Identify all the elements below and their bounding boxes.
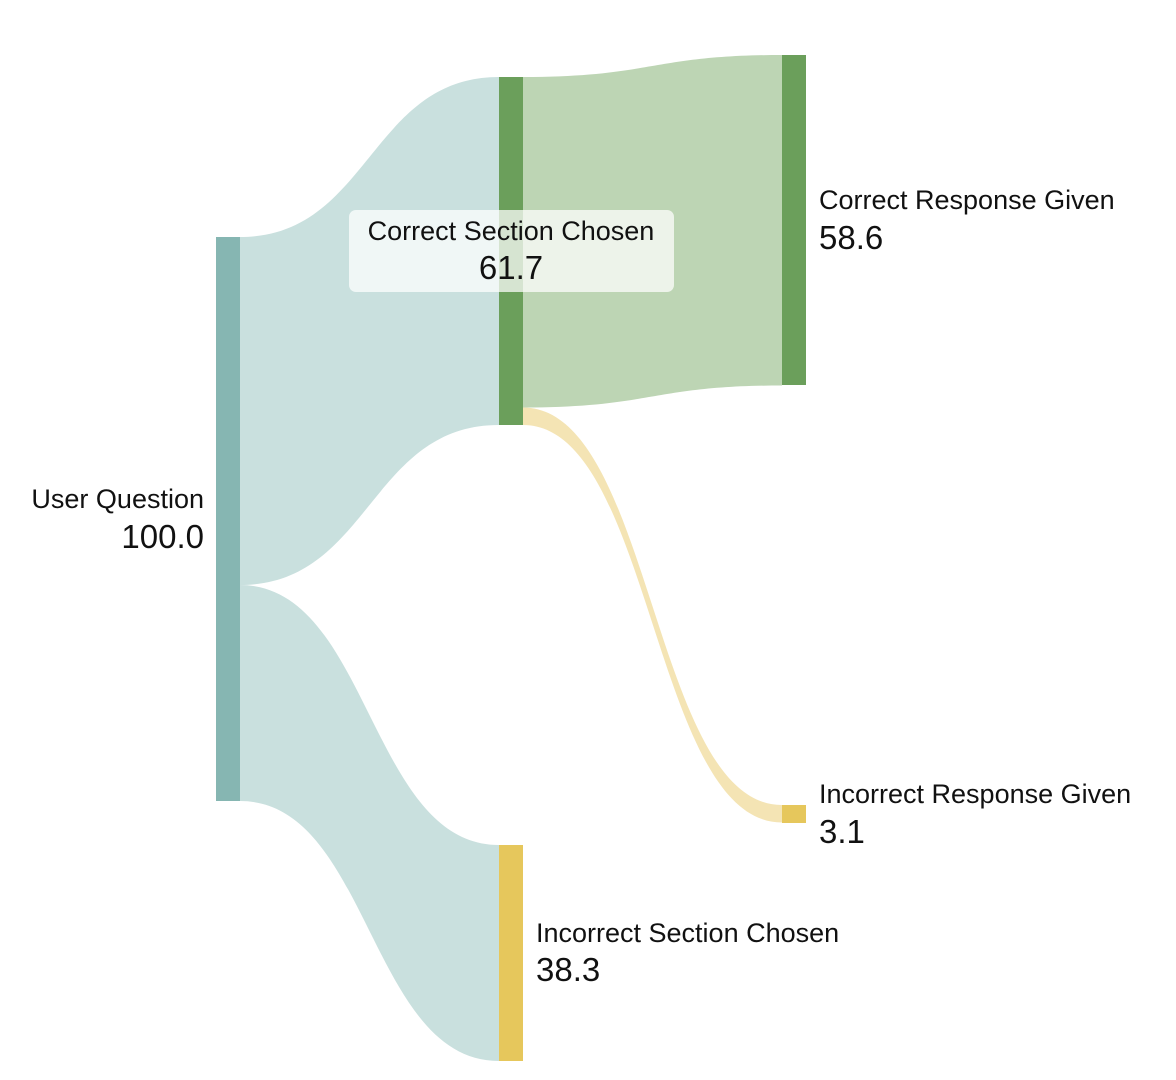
node-correct-response: [782, 55, 806, 385]
label-background: [349, 210, 674, 292]
node-value-incorrect-response: 3.1: [819, 813, 865, 850]
label-incorrect-section: Incorrect Section Chosen 38.3: [536, 918, 839, 988]
node-name-incorrect-section: Incorrect Section Chosen: [536, 918, 839, 948]
node-value-incorrect-section: 38.3: [536, 951, 600, 988]
label-user-question: User Question 100.0: [31, 484, 204, 555]
node-value-user-question: 100.0: [121, 518, 204, 555]
node-value-correct-section: 61.7: [479, 249, 543, 286]
node-incorrect-response: [782, 805, 806, 823]
node-name-user-question: User Question: [31, 484, 204, 514]
node-name-correct-section: Correct Section Chosen: [368, 216, 655, 246]
node-user-question: [216, 237, 240, 801]
node-name-correct-response: Correct Response Given: [819, 185, 1115, 215]
link-correct-section-to-incorrect-response: [523, 407, 782, 823]
label-correct-response: Correct Response Given 58.6: [819, 185, 1115, 256]
node-value-correct-response: 58.6: [819, 219, 883, 256]
sankey-nodes: [216, 55, 806, 1061]
label-correct-section: Correct Section Chosen 61.7: [349, 210, 674, 292]
node-incorrect-section: [499, 845, 523, 1061]
link-user-question-to-incorrect-section: [240, 585, 499, 1061]
node-name-incorrect-response: Incorrect Response Given: [819, 779, 1131, 809]
link-user-question-to-correct-section: [240, 77, 499, 585]
label-incorrect-response: Incorrect Response Given 3.1: [819, 779, 1131, 850]
